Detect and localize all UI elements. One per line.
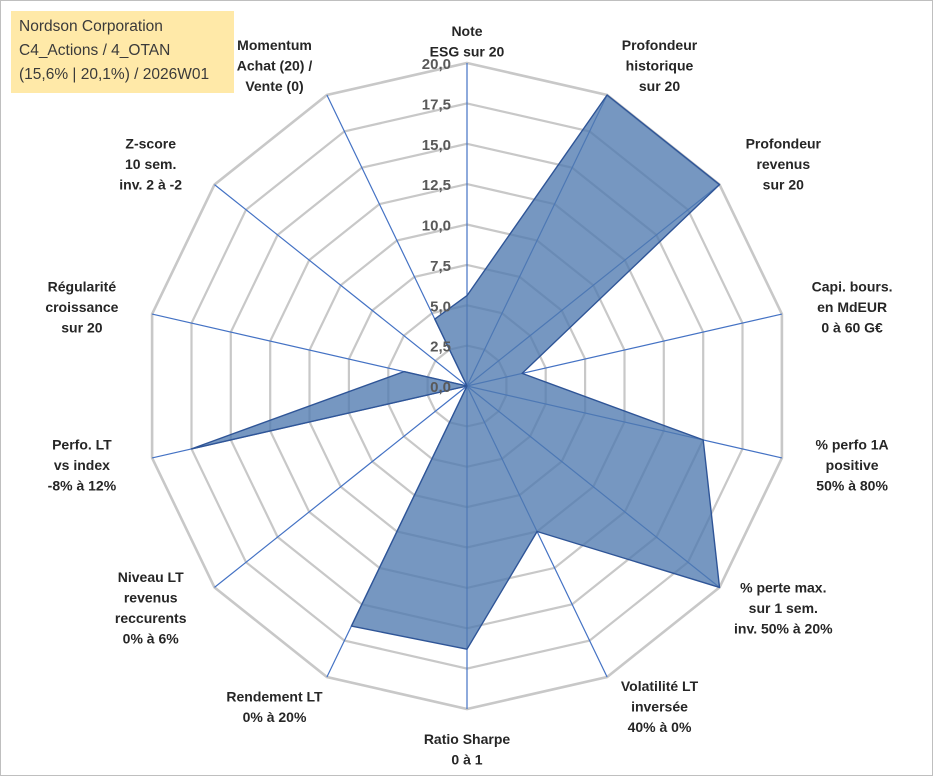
axis-label-line: reccurents — [115, 610, 187, 626]
axis-label-line: 40% à 0% — [628, 719, 692, 735]
axis-label-line: 0 à 60 G€ — [821, 319, 883, 335]
tick-label: 17,5 — [422, 96, 451, 113]
axis-label-line: inv. 2 à -2 — [119, 177, 182, 193]
axis-label-11: Perfo. LT vs index -8% à 12% — [48, 437, 117, 494]
axis-label-line: 0 à 1 — [451, 751, 482, 767]
spoke-13 — [214, 184, 468, 387]
axis-label-line: 10 sem. — [125, 156, 176, 172]
portfolio-category: C4_Actions / 4_OTAN — [19, 42, 171, 59]
axis-label-line: sur 20 — [763, 177, 804, 193]
axis-label-line: historique — [626, 57, 694, 73]
performance-week: (15,6% | 20,1%) / 2026W01 — [19, 66, 210, 83]
axis-label-line: Note — [451, 23, 482, 39]
axis-label-line: sur 20 — [61, 319, 102, 335]
tick-label: 10,0 — [422, 218, 451, 235]
tick-label: 7,5 — [430, 258, 451, 275]
axis-label-7: Volatilité LT inversée 40% à 0% — [621, 678, 699, 735]
axis-label-line: Niveau LT — [118, 569, 184, 585]
axis-label-line: inv. 50% à 20% — [734, 621, 833, 637]
tick-label: 20,0 — [422, 56, 451, 73]
axis-label-5: % perfo 1A positive 50% à 80% — [816, 437, 889, 494]
radar-tick-labels: 0,0 2,5 5,0 7,5 10,0 12,5 15,0 17,5 20,0 — [422, 56, 451, 396]
axis-label-line: % perfo 1A — [816, 437, 889, 453]
tick-label: 12,5 — [422, 177, 451, 194]
axis-label-6: % perte max. sur 1 sem. inv. 50% à 20% — [734, 580, 833, 637]
axis-label-line: en MdEUR — [817, 299, 887, 315]
tick-label: 0,0 — [430, 379, 451, 396]
radar-series — [190, 94, 721, 650]
axis-label-line: Z-score — [125, 136, 176, 152]
axis-label-12: Régularité croissance sur 20 — [45, 278, 118, 335]
axis-label-line: sur 1 sem. — [749, 600, 818, 616]
axis-label-line: Achat (20) / — [237, 57, 313, 73]
radar-axis-labels: Note ESG sur 20 Profondeur historique sur 20… — [45, 23, 893, 768]
axis-label-line: Perfo. LT — [52, 437, 112, 453]
axis-label-line: 50% à 80% — [816, 478, 888, 494]
series-area — [190, 94, 721, 650]
spoke-10 — [214, 385, 468, 588]
axis-label-line: -8% à 12% — [48, 478, 117, 494]
axis-label-10: Niveau LT revenus reccurents 0% à 6% — [115, 569, 187, 647]
axis-label-line: positive — [826, 457, 879, 473]
axis-label-line: Momentum — [237, 37, 312, 53]
tick-label: 5,0 — [430, 298, 451, 315]
axis-label-line: revenus — [124, 590, 178, 606]
tick-label: 15,0 — [422, 137, 451, 154]
axis-label-line: 0% à 6% — [123, 631, 180, 647]
axis-label-line: inversée — [631, 699, 688, 715]
axis-label-line: Volatilité LT — [621, 678, 699, 694]
tick-label: 2,5 — [430, 339, 451, 356]
axis-label-4: Capi. bours. en MdEUR 0 à 60 G€ — [812, 278, 893, 335]
axis-label-line: Capi. bours. — [812, 278, 893, 294]
axis-label-14: Momentum Achat (20) / Vente (0) — [237, 37, 313, 94]
axis-label-3: Profondeur revenus sur 20 — [746, 136, 822, 193]
axis-label-8: Ratio Sharpe 0 à 1 — [424, 731, 511, 768]
axis-label-line: croissance — [45, 299, 118, 315]
axis-label-line: ESG sur 20 — [430, 43, 505, 59]
company-name: Nordson Corporation — [19, 18, 163, 35]
axis-label-line: Rendement LT — [226, 689, 323, 705]
axis-label-line: % perte max. — [740, 580, 826, 596]
axis-label-2: Profondeur historique sur 20 — [622, 37, 698, 94]
axis-label-line: sur 20 — [639, 78, 680, 94]
axis-label-9: Rendement LT 0% à 20% — [226, 689, 323, 726]
axis-label-line: revenus — [756, 156, 810, 172]
company-info-box: Nordson Corporation C4_Actions / 4_OTAN … — [11, 11, 234, 93]
axis-label-13: Z-score 10 sem. inv. 2 à -2 — [119, 136, 182, 193]
axis-label-1: Note ESG sur 20 — [430, 23, 505, 60]
axis-label-line: Régularité — [48, 278, 117, 294]
axis-label-line: Profondeur — [746, 136, 822, 152]
axis-label-line: vs index — [54, 457, 110, 473]
axis-label-line: Profondeur — [622, 37, 698, 53]
axis-label-line: Vente (0) — [245, 78, 303, 94]
axis-label-line: Ratio Sharpe — [424, 731, 511, 747]
axis-label-line: 0% à 20% — [243, 709, 307, 725]
